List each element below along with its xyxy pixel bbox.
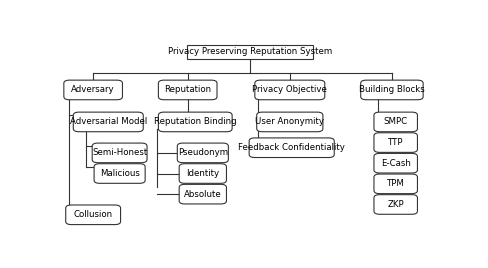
Text: Adversarial Model: Adversarial Model (70, 117, 147, 126)
Text: Collusion: Collusion (74, 210, 113, 219)
FancyBboxPatch shape (73, 112, 143, 132)
Text: TPM: TPM (387, 179, 405, 188)
FancyBboxPatch shape (177, 143, 228, 163)
Text: Malicious: Malicious (100, 169, 140, 178)
FancyBboxPatch shape (374, 153, 417, 173)
FancyBboxPatch shape (179, 164, 226, 183)
FancyBboxPatch shape (64, 80, 122, 100)
Text: Absolute: Absolute (184, 190, 222, 199)
FancyBboxPatch shape (374, 195, 417, 214)
Text: Reputation Binding: Reputation Binding (154, 117, 237, 126)
FancyBboxPatch shape (159, 112, 232, 132)
FancyBboxPatch shape (249, 138, 334, 158)
Text: Privacy Objective: Privacy Objective (252, 85, 327, 94)
FancyBboxPatch shape (257, 112, 323, 132)
Text: Identity: Identity (186, 169, 220, 178)
Text: Adversary: Adversary (71, 85, 115, 94)
FancyBboxPatch shape (374, 112, 417, 132)
FancyBboxPatch shape (92, 143, 147, 163)
FancyBboxPatch shape (66, 205, 121, 225)
FancyBboxPatch shape (255, 80, 325, 100)
Text: TTP: TTP (388, 138, 404, 147)
Text: Semi-Honest: Semi-Honest (92, 148, 147, 157)
FancyBboxPatch shape (187, 44, 313, 59)
Text: E-Cash: E-Cash (381, 159, 410, 168)
Text: Building Blocks: Building Blocks (359, 85, 425, 94)
FancyBboxPatch shape (374, 133, 417, 152)
FancyBboxPatch shape (361, 80, 423, 100)
FancyBboxPatch shape (374, 174, 417, 194)
FancyBboxPatch shape (179, 184, 226, 204)
Text: Reputation: Reputation (164, 85, 211, 94)
Text: Pseudonym: Pseudonym (178, 148, 228, 157)
FancyBboxPatch shape (159, 80, 217, 100)
Text: ZKP: ZKP (387, 200, 404, 209)
FancyBboxPatch shape (94, 164, 145, 183)
Text: Privacy Preserving Reputation System: Privacy Preserving Reputation System (168, 47, 332, 56)
Text: Feedback Confidentiality: Feedback Confidentiality (238, 143, 345, 152)
Text: SMPC: SMPC (384, 117, 408, 126)
Text: User Anonymity: User Anonymity (255, 117, 325, 126)
